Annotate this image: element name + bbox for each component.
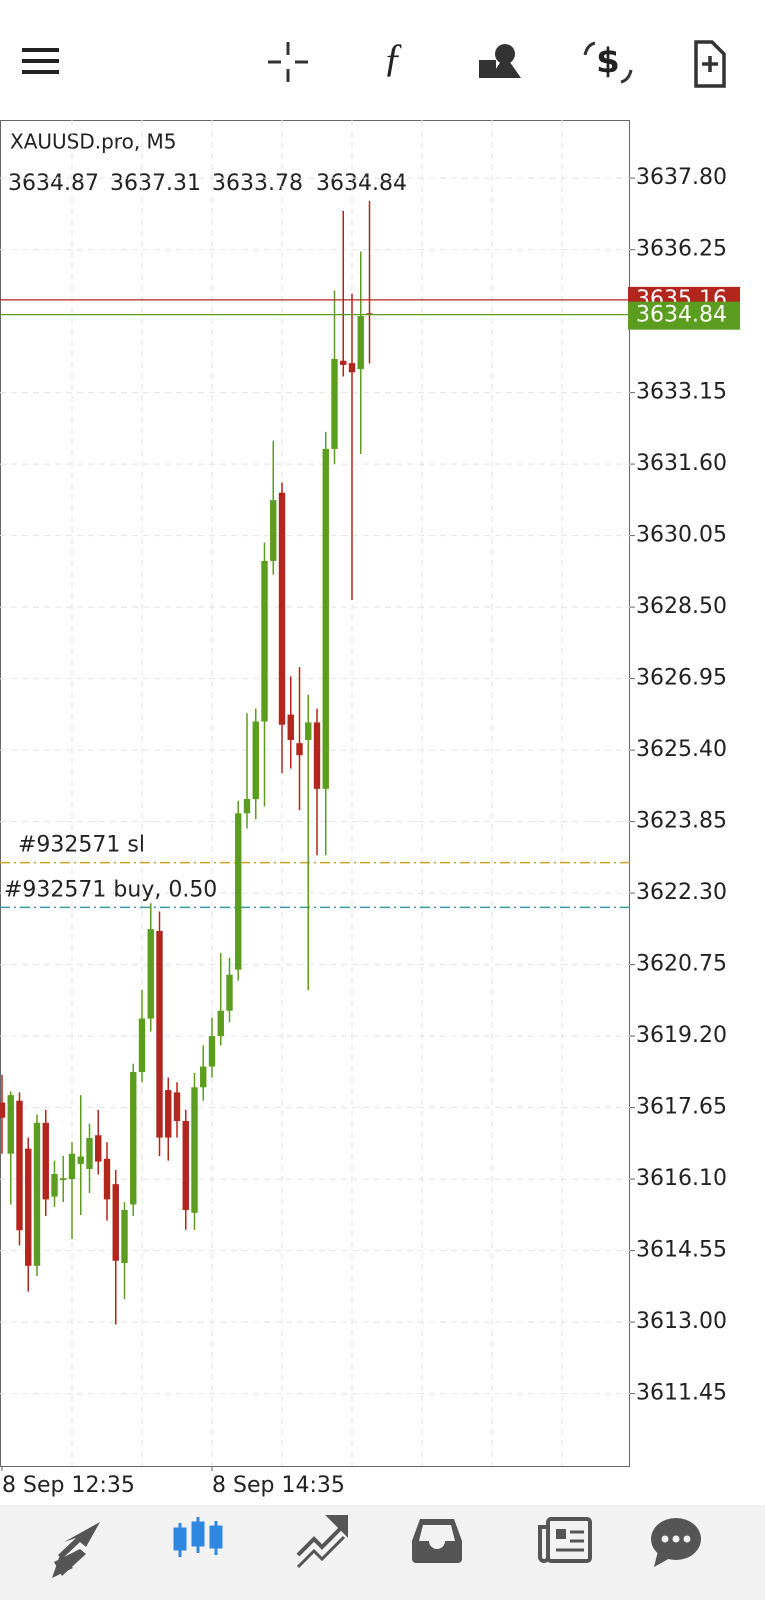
y-tick-label: 3613.00 [636, 1309, 727, 1334]
candle-body [77, 1156, 84, 1164]
candle-body [95, 1135, 102, 1162]
order-label: #932571 buy, 0.50 [4, 877, 217, 902]
candle-body [322, 448, 329, 789]
y-tick-label: 3636.25 [636, 237, 727, 262]
candle-body [366, 313, 373, 315]
y-tick-label: 3628.50 [636, 594, 727, 619]
y-tick-label: 3637.80 [636, 165, 727, 190]
bottom-nav [0, 1505, 765, 1600]
candle-body [191, 1087, 198, 1213]
candle-body [138, 1018, 146, 1073]
y-tick-label: 3630.05 [636, 523, 727, 548]
candle-body [173, 1092, 181, 1121]
candle-body [226, 974, 233, 1011]
svg-text:$: $ [596, 42, 620, 82]
candle-body [200, 1066, 207, 1088]
chart: XAUUSD.pro, M5 3634.87 3637.31 3633.78 3… [0, 120, 740, 1498]
quotes-tab[interactable] [0, 1505, 100, 1578]
trade-button[interactable]: $ [583, 42, 633, 84]
new-order-button[interactable] [694, 40, 726, 88]
candle-body [86, 1138, 93, 1169]
ohlc-low: 3633.78 [212, 171, 303, 196]
candle-body [348, 363, 356, 373]
candle-body [340, 360, 347, 365]
candle-body [270, 500, 277, 561]
y-tick-label: 3633.15 [636, 380, 727, 405]
candle-body [235, 813, 242, 970]
candle-body [16, 1100, 23, 1231]
candle-body [243, 798, 251, 814]
candle-body [103, 1158, 111, 1200]
candle-body [0, 1102, 6, 1118]
y-tick-label: 3614.55 [636, 1238, 727, 1263]
top-toolbar: ƒ $ [22, 35, 726, 88]
candle-body [217, 1010, 224, 1037]
x-tick-label: 8 Sep 12:35 [2, 1473, 135, 1498]
ohlc-close: 3634.84 [316, 171, 407, 196]
objects-button[interactable] [479, 44, 521, 78]
candle-body [112, 1184, 119, 1261]
bid-label-bg [628, 301, 740, 330]
candle-body [25, 1148, 32, 1266]
trade-tab[interactable] [296, 1515, 348, 1569]
y-tick-label: 3625.40 [636, 737, 727, 762]
candle-body [182, 1120, 189, 1210]
indicators-button[interactable]: ƒ [383, 35, 403, 80]
candle-body [51, 1174, 58, 1197]
y-tick-label: 3611.45 [636, 1381, 727, 1406]
chart-title: XAUUSD.pro, M5 [10, 130, 177, 154]
candle-body [278, 492, 286, 725]
crosshair-button[interactable] [268, 42, 308, 82]
grid [0, 120, 630, 1466]
y-tick-label: 3617.65 [636, 1095, 727, 1120]
chart-tab[interactable] [173, 1517, 223, 1557]
candle-body [42, 1122, 49, 1200]
candle-body [121, 1209, 128, 1264]
y-tick-label: 3626.95 [636, 666, 727, 691]
bid-label: 3634.84 [636, 303, 727, 328]
y-tick-label: 3631.60 [636, 451, 727, 476]
ohlc-open: 3634.87 [8, 171, 99, 196]
candle-body [7, 1095, 14, 1154]
candle-body [305, 722, 312, 740]
candle-body [287, 714, 294, 740]
ohlc-high: 3637.31 [110, 171, 201, 196]
chat-tab[interactable] [651, 1518, 701, 1567]
x-tick-label: 8 Sep 14:35 [212, 1473, 345, 1498]
candle-body [252, 721, 259, 799]
y-tick-label: 3620.75 [636, 952, 727, 977]
candle-body [130, 1072, 137, 1205]
history-tab[interactable] [412, 1519, 462, 1563]
y-tick-label: 3623.85 [636, 809, 727, 834]
menu-button[interactable] [22, 48, 59, 74]
candle-body [165, 1090, 172, 1138]
y-tick-label: 3616.10 [636, 1166, 727, 1191]
candle-body [296, 743, 303, 756]
order-label: #932571 sl [18, 833, 145, 858]
candle-body [156, 930, 163, 1138]
bottom-nav-icons [0, 1505, 701, 1578]
candle-body [313, 722, 321, 789]
y-tick-label: 3619.20 [636, 1023, 727, 1048]
y-tick-label: 3622.30 [636, 880, 727, 905]
candle-body [357, 316, 364, 370]
candle-body [331, 358, 338, 449]
candle-body [68, 1153, 76, 1180]
news-tab[interactable] [538, 1517, 592, 1563]
candle-body [208, 1036, 216, 1067]
candle-body [33, 1122, 41, 1266]
candle-body [60, 1178, 67, 1181]
candle-body [261, 560, 268, 722]
plot-frame [0, 120, 630, 1467]
candle-body [147, 929, 154, 1019]
